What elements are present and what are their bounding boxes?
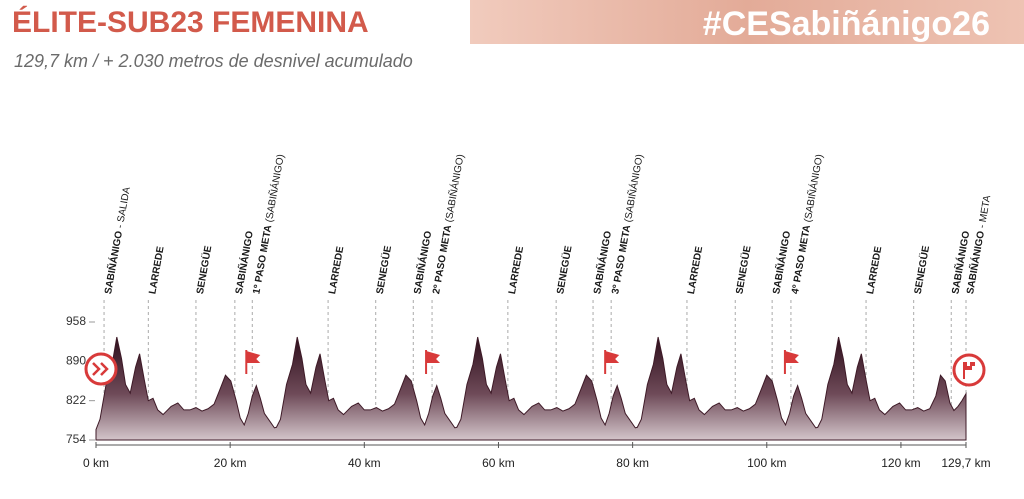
pass-name: LARREDE <box>147 245 166 295</box>
flag <box>784 351 799 363</box>
pass-name: LARREDE <box>507 245 526 295</box>
pass-label: SABIÑÁNIGO- SALIDA <box>101 185 133 295</box>
pass-label: 4º PASO META(SABIÑÁNIGO) <box>788 153 825 295</box>
chart-title: ÉLITE-SUB23 FEMENINA <box>12 5 369 39</box>
y-tick-label: 822 <box>66 393 86 407</box>
subtitle: 129,7 km / + 2.030 metros de desnivel ac… <box>14 51 413 71</box>
pass-label: SENEGÜE <box>553 244 574 295</box>
hashtag: #CESabiñánigo26 <box>703 5 990 43</box>
pass-label: SABIÑÁNIGO <box>410 230 434 295</box>
pass-detail: (SABIÑÁNIGO) <box>441 153 466 223</box>
pass-label: 2º PASO META(SABIÑÁNIGO) <box>429 153 466 295</box>
pass-name: SABIÑÁNIGO <box>590 230 614 295</box>
x-tick-label: 0 km <box>83 456 109 470</box>
pass-name: 4º PASO META <box>790 224 813 295</box>
pass-detail: - META <box>976 194 993 229</box>
pass-label: SENEGÜE <box>193 244 214 295</box>
pass-name: SENEGÜE <box>193 244 214 295</box>
pass-name: SABIÑÁNIGO <box>410 230 434 295</box>
y-tick-label: 958 <box>66 314 86 328</box>
pass-label: LARREDE <box>865 245 884 295</box>
pass-label: SENEGÜE <box>910 244 931 295</box>
finish-check <box>967 362 975 370</box>
start-chevrons <box>92 362 109 376</box>
flag <box>426 351 441 363</box>
x-tick-label: 20 km <box>214 456 247 470</box>
pass-name: 3º PASO META <box>610 224 633 295</box>
pass-label: SABIÑÁNIGO <box>769 230 793 295</box>
pass-label: LARREDE <box>507 245 526 295</box>
pass-detail: (SABIÑÁNIGO) <box>621 153 646 223</box>
x-tick-label: 100 km <box>747 456 786 470</box>
pass-label: LARREDE <box>327 245 346 295</box>
x-tick-label: 80 km <box>616 456 649 470</box>
pass-name: SENEGÜE <box>553 244 574 295</box>
pass-label: 1º PASO META(SABIÑÁNIGO) <box>249 153 286 295</box>
pass-label: SABIÑÁNIGO <box>590 230 614 295</box>
y-tick-label: 754 <box>66 432 86 446</box>
x-tick-label: 40 km <box>348 456 381 470</box>
pass-name: SENEGÜE <box>910 244 931 295</box>
x-tick-label: 129,7 km <box>941 456 990 470</box>
pass-label: SENEGÜE <box>732 244 753 295</box>
pass-name: LARREDE <box>865 245 884 295</box>
pass-detail: (SABIÑÁNIGO) <box>262 153 287 223</box>
y-tick-label: 890 <box>66 354 86 368</box>
flag <box>605 351 620 363</box>
pass-name: SENEGÜE <box>732 244 753 295</box>
elevation-area <box>95 336 967 441</box>
pass-name: LARREDE <box>327 245 346 295</box>
plot: 754 822 890 958 0 km 20 km 40 km 60 km 80 km 100 … <box>66 153 993 470</box>
pass-name: SABIÑÁNIGO <box>101 230 125 295</box>
pass-label: 3º PASO META(SABIÑÁNIGO) <box>608 153 645 295</box>
pass-name: 2º PASO META <box>431 224 454 295</box>
x-tick-label: 60 km <box>482 456 515 470</box>
pass-name: SABIÑÁNIGO <box>769 230 793 295</box>
pass-label: SENEGÜE <box>372 244 393 295</box>
banner <box>470 0 1024 44</box>
pass-name: LARREDE <box>686 245 705 295</box>
pass-label: LARREDE <box>147 245 166 295</box>
pass-label: LARREDE <box>686 245 705 295</box>
start-icon <box>84 352 118 386</box>
pass-detail: (SABIÑÁNIGO) <box>800 153 825 223</box>
pass-detail: - SALIDA <box>114 186 132 229</box>
pass-name: SENEGÜE <box>372 244 393 295</box>
flag <box>246 351 261 363</box>
x-tick-label: 120 km <box>881 456 920 470</box>
